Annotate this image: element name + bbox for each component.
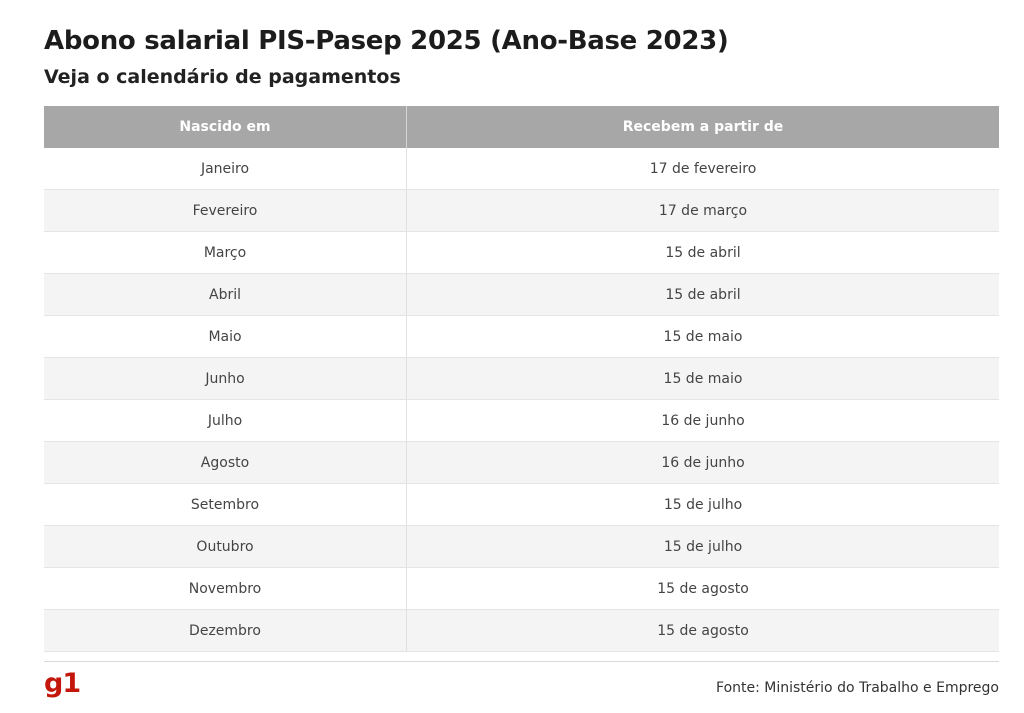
birth-month-cell: Julho — [44, 399, 407, 442]
table-body: Janeiro 17 de fevereiro Fevereiro 17 de … — [44, 148, 999, 652]
payment-calendar-table: Nascido em Recebem a partir de Janeiro 1… — [44, 106, 999, 652]
table-row: Dezembro 15 de agosto — [44, 609, 999, 652]
birth-month-cell: Novembro — [44, 567, 407, 610]
payment-date-cell: 16 de junho — [406, 399, 999, 442]
birth-month-cell: Setembro — [44, 483, 407, 526]
payment-date-cell: 15 de julho — [406, 483, 999, 526]
source-note: Fonte: Ministério do Trabalho e Emprego — [716, 680, 999, 696]
page-subtitle: Veja o calendário de pagamentos — [44, 66, 401, 88]
payment-date-cell: 16 de junho — [406, 441, 999, 484]
table-row: Outubro 15 de julho — [44, 525, 999, 568]
footer-divider — [44, 661, 999, 662]
birth-month-cell: Junho — [44, 357, 407, 400]
birth-month-cell: Maio — [44, 315, 407, 358]
page-title: Abono salarial PIS-Pasep 2025 (Ano-Base … — [44, 26, 729, 56]
table-row: Maio 15 de maio — [44, 315, 999, 358]
birth-month-cell: Abril — [44, 273, 407, 316]
payment-date-cell: 15 de agosto — [406, 609, 999, 652]
birth-month-cell: Agosto — [44, 441, 407, 484]
table-row: Junho 15 de maio — [44, 357, 999, 400]
payment-date-cell: 15 de maio — [406, 357, 999, 400]
birth-month-cell: Fevereiro — [44, 189, 407, 232]
column-header-birth-month: Nascido em — [44, 106, 407, 148]
payment-date-cell: 17 de março — [406, 189, 999, 232]
birth-month-cell: Outubro — [44, 525, 407, 568]
table-row: Novembro 15 de agosto — [44, 567, 999, 610]
payment-date-cell: 15 de abril — [406, 231, 999, 274]
table-header-row: Nascido em Recebem a partir de — [44, 106, 999, 148]
birth-month-cell: Janeiro — [44, 148, 407, 190]
column-header-payment-date: Recebem a partir de — [406, 106, 999, 148]
table-header: Nascido em Recebem a partir de — [44, 106, 999, 148]
payment-date-cell: 15 de maio — [406, 315, 999, 358]
payment-date-cell: 15 de julho — [406, 525, 999, 568]
table-row: Abril 15 de abril — [44, 273, 999, 316]
table-row: Setembro 15 de julho — [44, 483, 999, 526]
payment-date-cell: 17 de fevereiro — [406, 148, 999, 190]
table-row: Janeiro 17 de fevereiro — [44, 148, 999, 190]
table-row: Fevereiro 17 de março — [44, 189, 999, 232]
table-row: Julho 16 de junho — [44, 399, 999, 442]
table-row: Março 15 de abril — [44, 231, 999, 274]
birth-month-cell: Dezembro — [44, 609, 407, 652]
g1-logo: g1 — [44, 668, 81, 699]
birth-month-cell: Março — [44, 231, 407, 274]
table-row: Agosto 16 de junho — [44, 441, 999, 484]
payment-date-cell: 15 de agosto — [406, 567, 999, 610]
payment-date-cell: 15 de abril — [406, 273, 999, 316]
